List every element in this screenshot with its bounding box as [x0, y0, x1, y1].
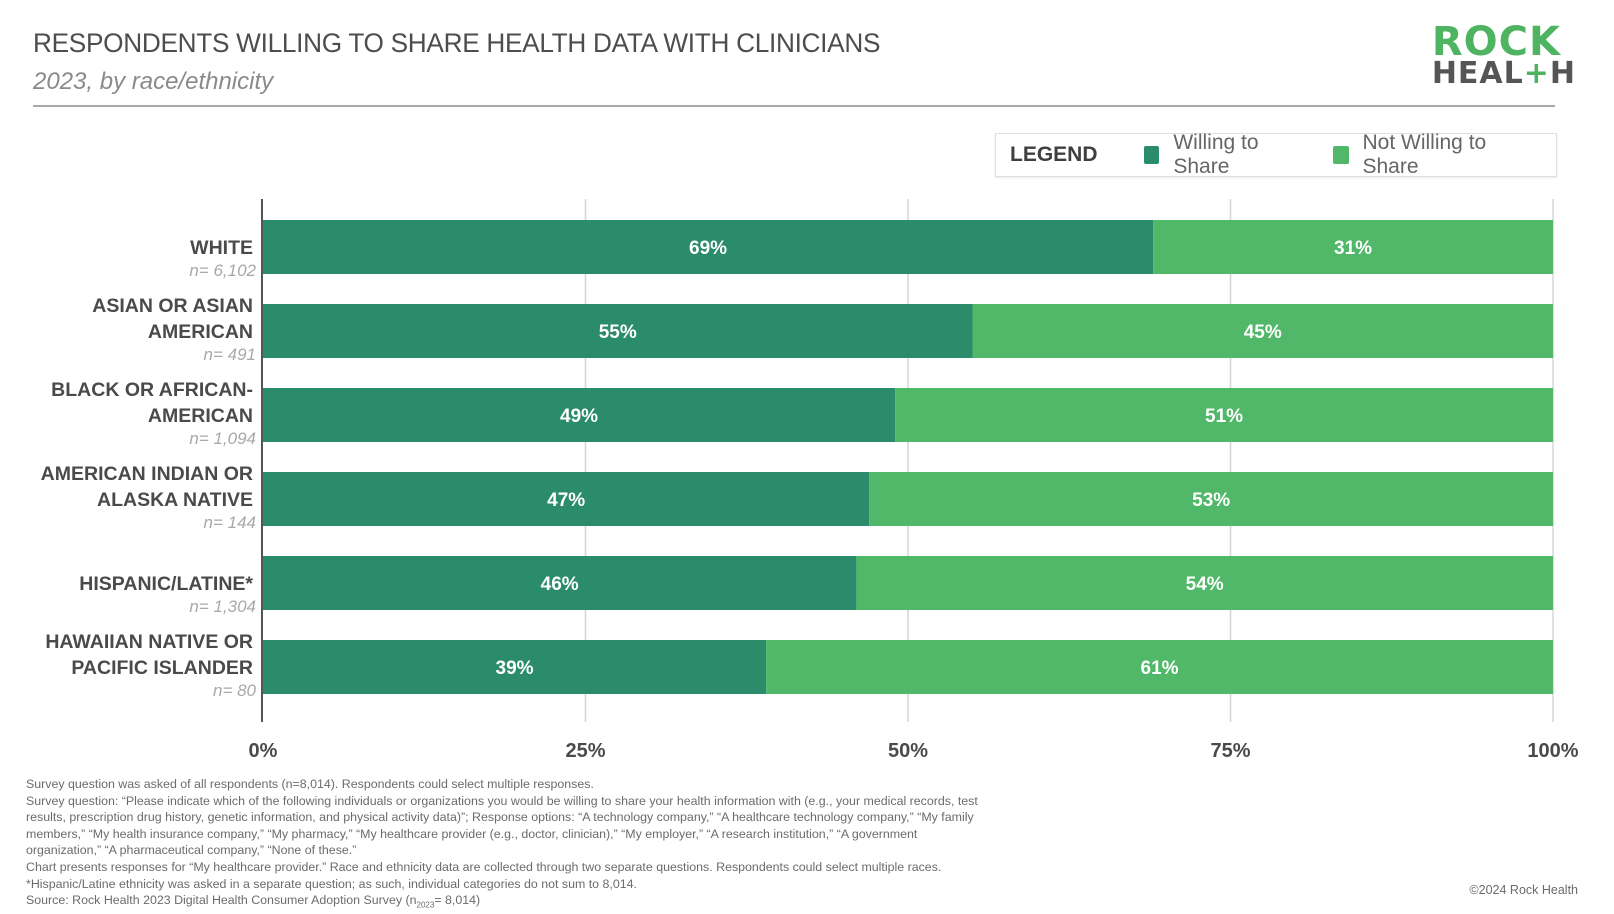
footnote-line: organization,” “A pharmaceutical company… — [26, 843, 357, 858]
category-label: HISPANIC/LATINE* — [79, 573, 253, 595]
category-label: WHITE — [190, 237, 253, 259]
bar-value-label: 45% — [1244, 322, 1282, 343]
sample-size-label: n= 1,094 — [189, 429, 256, 448]
legend-label-willing: Willing to Share — [1173, 131, 1259, 178]
x-tick-label: 100% — [1527, 740, 1578, 762]
legend: LEGEND Willing to Share Not Willing to S… — [995, 131, 1557, 179]
bar-not-willing — [1153, 220, 1553, 274]
footnote-line: *Hispanic/Latine ethnicity was asked in … — [26, 876, 637, 891]
logo-health: HEAL+H — [1432, 59, 1576, 89]
chart-subtitle: 2023, by race/ethnicity — [33, 68, 274, 95]
footnote-line: Survey question: “Please indicate which … — [26, 793, 978, 808]
x-tick-label: 0% — [249, 740, 278, 762]
category-label: AMERICAN — [148, 405, 253, 427]
bar-value-label: 53% — [1192, 490, 1230, 511]
footnote-line: members,” “My health insurance company,”… — [26, 826, 918, 841]
legend-item-willing: Willing to Share — [1143, 131, 1303, 179]
category-label: HAWAIIAN NATIVE OR — [45, 631, 253, 653]
source-total: = 8,014) — [434, 893, 481, 908]
logo-health-post: H — [1549, 56, 1576, 91]
footnote-line: Survey question was asked of all respond… — [26, 777, 594, 791]
category-label: PACIFIC ISLANDER — [71, 657, 253, 679]
bar-not-willing — [856, 556, 1553, 610]
sample-size-label: n= 491 — [204, 345, 256, 364]
legend-swatch-willing — [1143, 146, 1160, 164]
x-tick-label: 50% — [888, 740, 928, 762]
bar-willing — [263, 304, 973, 358]
bar-value-label: 31% — [1334, 238, 1372, 259]
bar-value-label: 55% — [599, 322, 637, 343]
bar-value-label: 39% — [496, 658, 534, 679]
bar-willing — [263, 388, 896, 442]
bar-willing — [263, 220, 1154, 274]
chart-title: RESPONDENTS WILLING TO SHARE HEALTH DATA… — [33, 28, 881, 58]
legend-swatch-not-willing — [1332, 146, 1349, 164]
legend-label-not-willing: Not Willing to Share — [1362, 131, 1487, 178]
bar-value-label: 47% — [547, 490, 585, 511]
category-label: AMERICAN INDIAN OR — [41, 463, 253, 485]
logo-rock: ROCK — [1431, 19, 1561, 65]
x-tick-label: 75% — [1210, 740, 1250, 762]
source-line: Source: Rock Health 2023 Digital Health … — [26, 892, 1146, 914]
category-label: AMERICAN — [148, 321, 253, 343]
x-tick-label: 25% — [565, 740, 605, 762]
source-text: Source: Rock Health 2023 Digital Health … — [26, 893, 417, 908]
sample-size-label: n= 80 — [213, 681, 257, 700]
bar-willing — [263, 640, 767, 694]
bar-willing — [263, 556, 857, 610]
rock-health-logo: ROCK HEAL+H — [1431, 19, 1576, 89]
logo-health-pre: HEAL — [1431, 56, 1524, 91]
footnote: Survey question was asked of all respond… — [26, 776, 1146, 914]
category-label: ASIAN OR ASIAN — [92, 295, 253, 317]
category-label: BLACK OR AFRICAN- — [51, 379, 253, 401]
footnote-line: Chart presents responses for “My healthc… — [26, 859, 942, 874]
bar-value-label: 61% — [1141, 658, 1179, 679]
title-divider — [33, 105, 1555, 107]
copyright: ©2024 Rock Health — [1469, 883, 1578, 897]
sample-size-label: n= 144 — [204, 513, 256, 532]
footnote-line: results, prescription drug history, gene… — [26, 810, 974, 825]
bar-not-willing — [895, 388, 1553, 442]
bar-value-label: 54% — [1186, 574, 1224, 595]
bar-value-label: 49% — [560, 406, 598, 427]
sample-size-label: n= 1,304 — [189, 597, 256, 616]
category-label: ALASKA NATIVE — [97, 489, 253, 511]
source-subscript: 2023 — [416, 900, 435, 910]
bar-value-label: 51% — [1205, 406, 1243, 427]
bar-willing — [263, 472, 870, 526]
bar-value-label: 69% — [689, 238, 727, 259]
legend-item-not-willing: Not Willing to Share — [1332, 131, 1526, 179]
legend-title: LEGEND — [1010, 143, 1098, 166]
sample-size-label: n= 6,102 — [189, 261, 256, 280]
bar-not-willing — [972, 304, 1553, 358]
logo-plus-icon: + — [1523, 56, 1550, 91]
bar-value-label: 46% — [541, 574, 579, 595]
bar-not-willing — [766, 640, 1553, 694]
bar-not-willing — [869, 472, 1553, 526]
